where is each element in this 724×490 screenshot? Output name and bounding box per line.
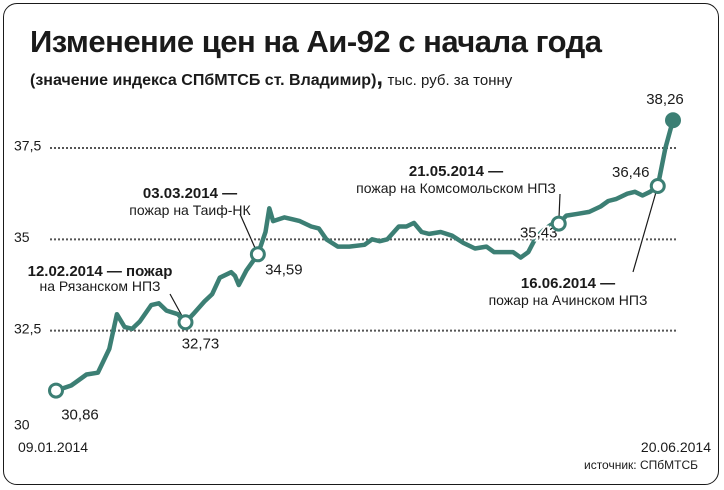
annotation-date: 03.03.2014 — (143, 185, 237, 202)
series-line (53, 117, 676, 393)
x-tick-label-end: 20.06.2014 (641, 439, 711, 455)
value-label: 38,26 (646, 91, 684, 108)
annotation-event: пожар на Таиф-НК (129, 202, 251, 218)
source-note: источник: СПбМТСБ (583, 458, 698, 472)
subtitle-index: (значение индекса СПбМТСБ ст. Владимир) (30, 72, 377, 89)
data-marker (177, 314, 194, 331)
value-label: 30,86 (61, 407, 99, 424)
value-label: 34,59 (265, 261, 303, 278)
value-label: 32,73 (182, 335, 220, 352)
data-marker (550, 215, 567, 232)
x-tick-label-start: 09.01.2014 (18, 439, 88, 455)
subtitle-unit: тыс. руб. за тонну (387, 72, 513, 89)
data-marker-filled (665, 112, 681, 129)
annotation-date: 12.02.2014 — пожар (28, 263, 173, 280)
data-marker (249, 246, 266, 263)
annotation-leader (632, 185, 659, 273)
annotation-event: пожар на Ачинском НПЗ (489, 292, 648, 308)
y-tick-label: 35 (14, 229, 30, 245)
data-marker (649, 177, 666, 194)
annotation-event: на Рязанском НПЗ (39, 278, 160, 294)
chart-title: Изменение цен на Аи-92 с начала года (30, 24, 602, 59)
annotation-event: пожар на Комсомольском НПЗ (356, 180, 556, 196)
y-tick-label: 32,5 (14, 320, 41, 336)
y-tick-label: 30 (14, 417, 30, 433)
data-marker (48, 382, 64, 399)
annotation-date: 16.06.2014 — (521, 275, 615, 292)
y-tick-label: 37,5 (14, 138, 41, 154)
chart-subtitle: (значение индекса СПбМТСБ ст. Владимир),… (30, 64, 512, 92)
value-label: 36,46 (612, 164, 650, 181)
value-label: 35,43 (520, 225, 558, 242)
subtitle-comma: , (376, 64, 384, 91)
annotation-date: 21.05.2014 — (409, 163, 503, 180)
